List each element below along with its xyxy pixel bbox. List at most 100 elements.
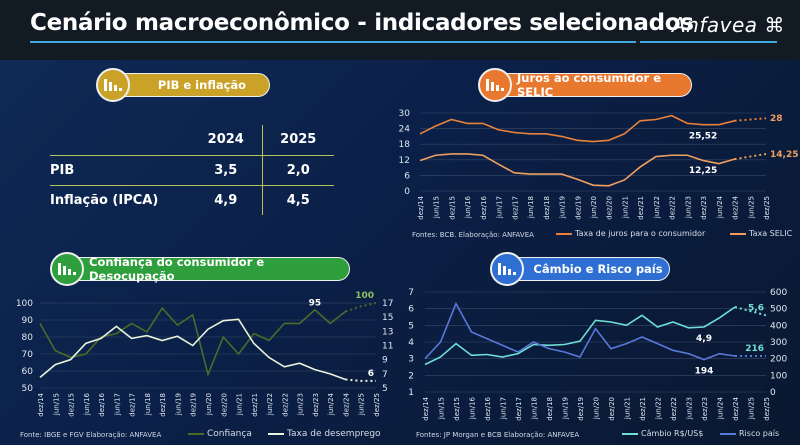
- series-line: [419, 153, 735, 187]
- cell: 2,0: [262, 155, 334, 186]
- x-tick-label: dez/16: [98, 392, 106, 416]
- bar-chart-icon: [50, 252, 84, 286]
- x-tick-label: dez/18: [546, 397, 554, 421]
- y-tick-label: 4: [408, 338, 414, 348]
- x-tick-label: jun/25: [358, 393, 366, 416]
- data-label: 4,9: [696, 334, 712, 344]
- x-tick-label: dez/19: [574, 196, 582, 220]
- series-line: [424, 306, 736, 366]
- y-tick-label: 12: [399, 156, 410, 166]
- x-tick-label: jun/20: [205, 393, 213, 416]
- x-tick-label: jun/20: [593, 397, 601, 420]
- x-tick-label: jun/24: [716, 195, 724, 219]
- x-tick-label: jun/16: [464, 195, 472, 219]
- x-tick-label: jun/25: [748, 397, 756, 420]
- y2-tick-label: 9: [382, 356, 388, 366]
- header-bar: [0, 0, 800, 60]
- x-tick-label: dez/25: [373, 393, 381, 417]
- legend-label: Risco país: [739, 429, 780, 438]
- y-tick-label: 7: [408, 288, 414, 298]
- series-line: [424, 301, 736, 361]
- y-tick-label: 70: [22, 350, 34, 360]
- cell: 4,5: [286, 192, 310, 208]
- series-projection: [734, 117, 767, 122]
- y-tick-label: 0: [404, 187, 410, 197]
- legend-confianca: Confiança: [188, 429, 252, 439]
- y2-tick-label: 400: [770, 321, 787, 331]
- x-tick-label: jun/15: [438, 397, 446, 420]
- page-title: Cenário macroeconômico - indicadores sel…: [30, 10, 694, 36]
- x-tick-label: jun/17: [496, 196, 504, 219]
- y-tick-label: 3: [408, 355, 414, 365]
- x-tick-label: dez/18: [543, 196, 551, 220]
- cambio-badge-label: Câmbio e Risco país: [533, 262, 663, 276]
- x-tick-label: dez/22: [281, 393, 289, 417]
- x-tick-label: jun/18: [531, 397, 539, 420]
- x-tick-label: dez/16: [480, 195, 488, 219]
- x-tick-label: dez/18: [159, 393, 167, 417]
- y2-tick-label: 7: [382, 370, 388, 380]
- cambio-badge: Câmbio e Risco país: [502, 257, 670, 281]
- y-tick-label: 90: [22, 316, 34, 326]
- y2-tick-label: 11: [382, 342, 393, 352]
- data-label: 6: [368, 369, 374, 379]
- x-tick-label: dez/25: [763, 196, 771, 220]
- y2-tick-label: 300: [770, 338, 787, 348]
- x-tick-label: jun/21: [624, 397, 632, 420]
- row-label: PIB: [50, 155, 190, 186]
- x-tick-label: jun/22: [653, 196, 661, 219]
- series-projection: [734, 306, 767, 317]
- data-label: 216: [745, 344, 764, 354]
- legend-desemprego: Taxa de desemprego: [268, 429, 381, 439]
- x-tick-label: dez/15: [453, 397, 461, 421]
- y-tick-label: 6: [408, 305, 414, 315]
- bar-chart-icon: [478, 68, 512, 102]
- x-tick-label: jun/17: [113, 393, 121, 416]
- x-tick-label: dez/24: [342, 392, 350, 416]
- cell: 3,5: [190, 155, 263, 186]
- x-tick-label: dez/23: [701, 397, 709, 421]
- y2-tick-label: 100: [770, 371, 787, 381]
- x-tick-label: jun/21: [236, 393, 244, 416]
- y2-tick-label: 500: [770, 305, 787, 315]
- x-tick-label: dez/16: [484, 396, 492, 420]
- x-tick-label: dez/14: [417, 195, 425, 219]
- y-tick-label: 50: [22, 384, 34, 394]
- legend-label: Taxa SELIC: [749, 229, 793, 238]
- data-label: 12,25: [689, 166, 717, 176]
- confianca-badge: Confiança do consumidor e Desocupação: [64, 255, 350, 283]
- x-tick-label: dez/21: [251, 393, 259, 417]
- x-tick-label: jun/24: [717, 396, 725, 420]
- y2-tick-label: 200: [770, 355, 787, 365]
- x-tick-label: dez/23: [312, 393, 320, 417]
- x-tick-label: jun/23: [297, 393, 305, 416]
- data-label: 28: [770, 114, 783, 124]
- x-tick-label: jun/19: [562, 397, 570, 420]
- series-line: [39, 318, 346, 381]
- legend-label: Taxa de juros para o consumidor: [575, 229, 706, 238]
- x-tick-label: dez/15: [448, 196, 456, 220]
- x-tick-label: jun/22: [655, 397, 663, 420]
- x-tick-label: dez/22: [669, 196, 677, 220]
- col-2024: 2024: [190, 125, 263, 156]
- series-projection: [734, 152, 767, 161]
- x-tick-label: dez/24: [732, 195, 740, 219]
- x-tick-label: jun/19: [559, 196, 567, 219]
- data-label: 194: [695, 367, 714, 377]
- series-projection: [345, 302, 377, 313]
- y2-tick-label: 600: [770, 288, 787, 298]
- data-label: 5,6: [748, 303, 764, 313]
- x-tick-label: jun/16: [469, 396, 477, 420]
- header-empty: [50, 125, 190, 156]
- legend-cambio: Câmbio R$/US$: [622, 429, 703, 438]
- legend-label: Câmbio R$/US$: [641, 429, 704, 438]
- x-tick-label: jun/23: [686, 397, 694, 420]
- x-tick-label: jun/21: [621, 196, 629, 219]
- bar-chart-icon: [96, 68, 130, 102]
- y-tick-label: 1: [408, 388, 414, 398]
- x-tick-label: dez/14: [422, 396, 430, 420]
- y-tick-label: 5: [408, 321, 414, 331]
- bar-chart-icon: [490, 252, 524, 286]
- x-tick-label: jun/19: [174, 393, 182, 416]
- x-tick-label: dez/15: [68, 393, 76, 417]
